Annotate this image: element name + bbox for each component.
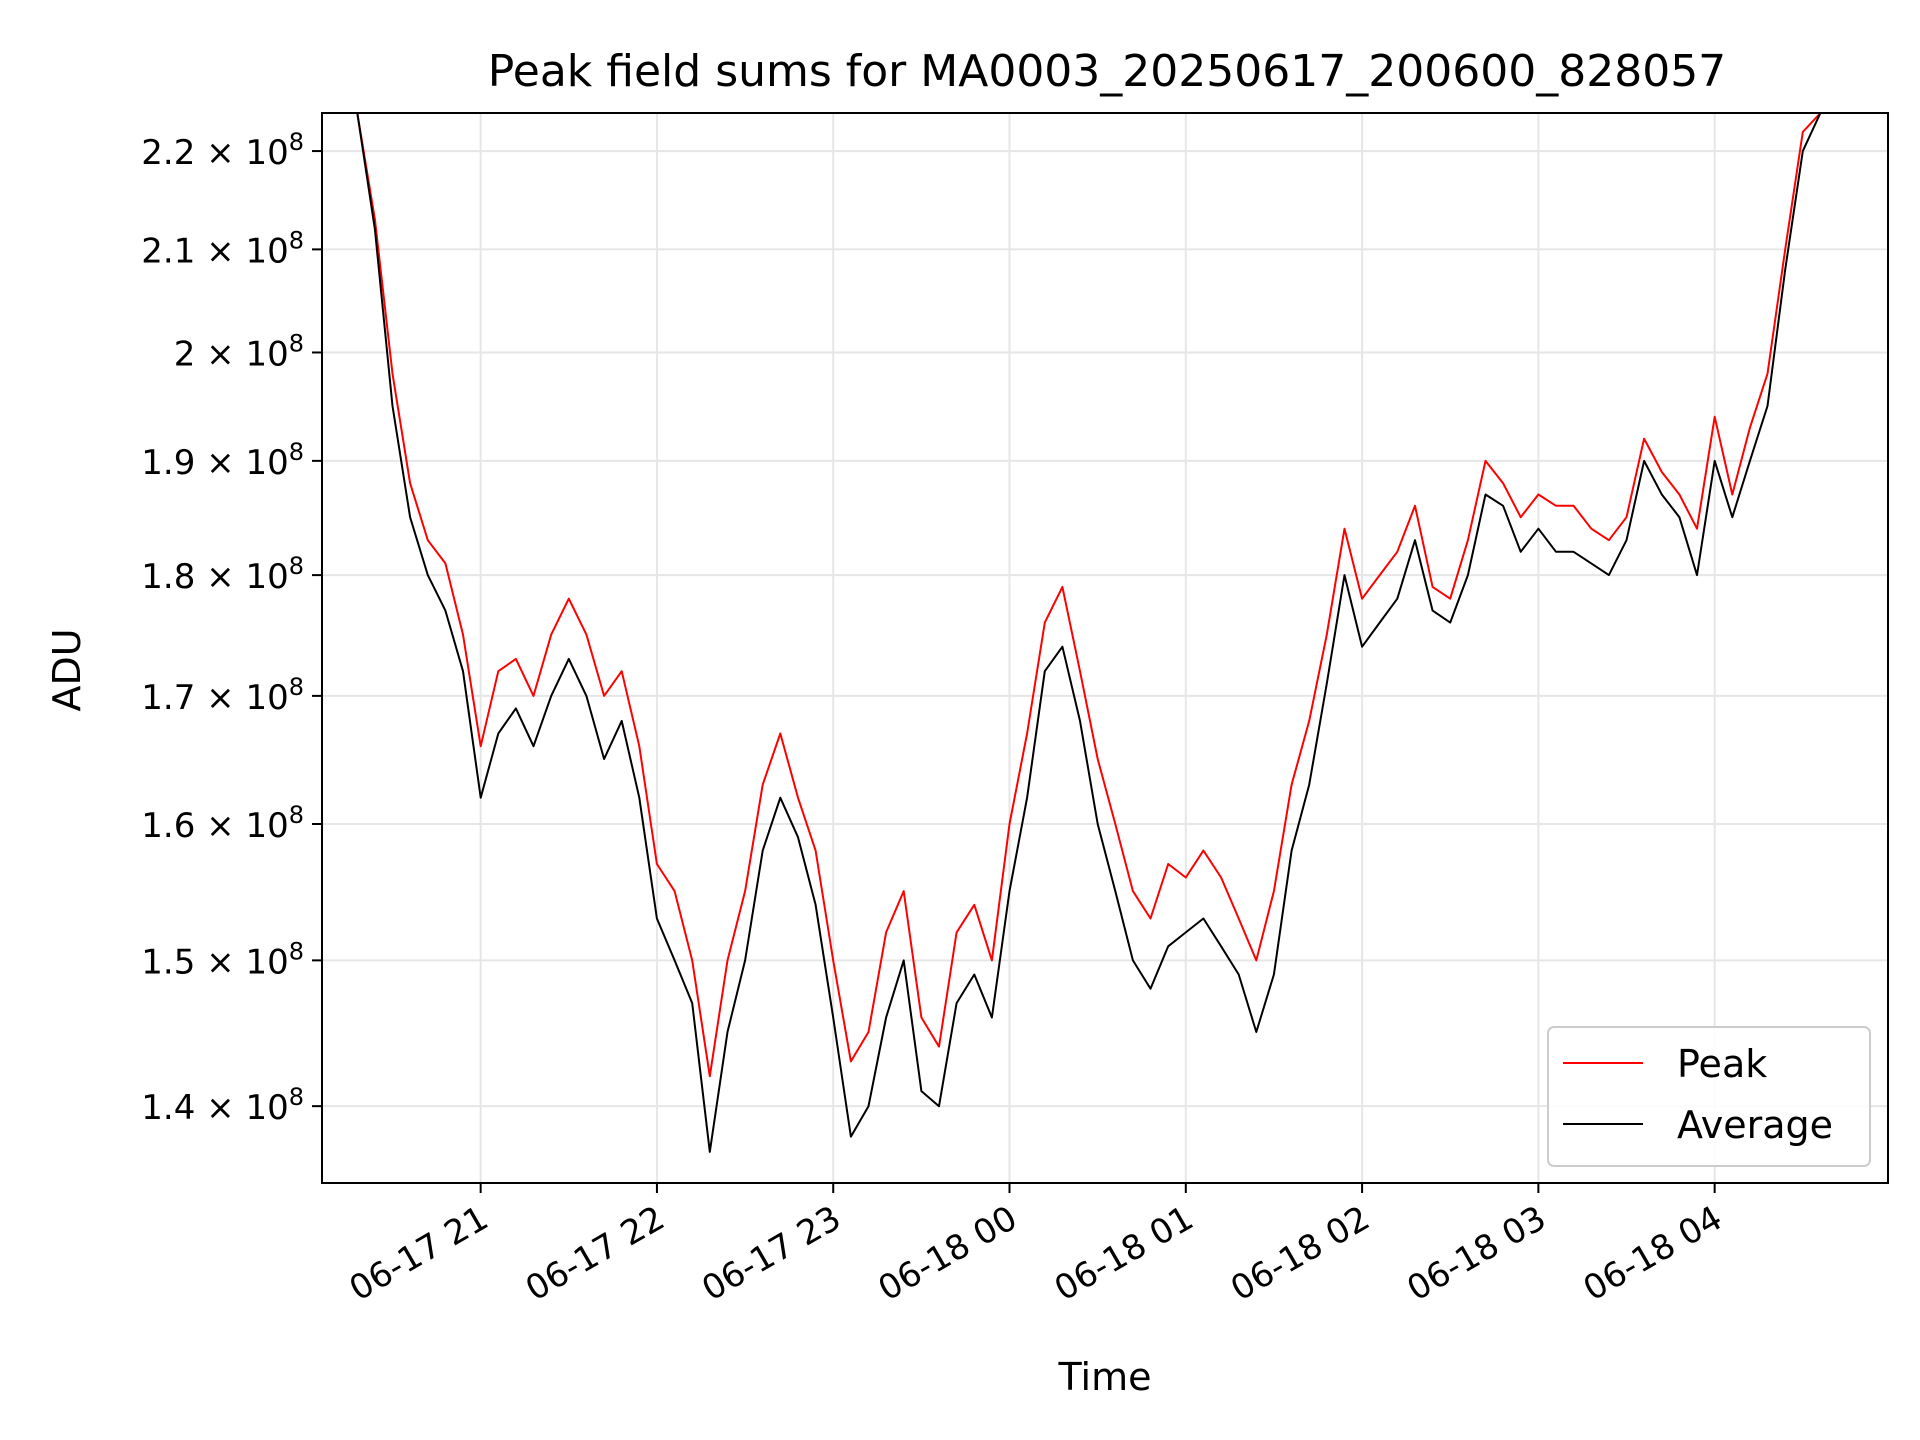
grid-lines [322, 113, 1888, 1183]
legend: Peak Average [1547, 1026, 1871, 1167]
series-line-peak [322, 112, 1888, 1078]
legend-label-peak: Peak [1677, 1042, 1767, 1086]
y-axis-label: ADU [45, 628, 89, 711]
y-tick-label: 2 × 108 [174, 329, 304, 374]
y-tick-label: 1.5 × 108 [141, 937, 304, 982]
y-tick-label: 1.6 × 108 [141, 801, 304, 846]
y-tick-label: 1.8 × 108 [141, 552, 304, 597]
x-axis-label: Time [1058, 1355, 1152, 1399]
legend-box [1547, 1026, 1871, 1167]
axes-frame [321, 112, 1889, 1184]
y-tick-label: 1.9 × 108 [141, 438, 304, 483]
series-line-average [322, 112, 1888, 1153]
chart-title: Peak field sums for MA0003_20250617_2006… [488, 46, 1726, 97]
legend-label-average: Average [1677, 1103, 1833, 1147]
y-tick-label: 2.2 × 108 [141, 128, 304, 173]
y-tick-label: 1.7 × 108 [141, 673, 304, 718]
series-layer [322, 112, 1888, 1153]
y-axis-ticks: 1.4 × 108 1.5 × 108 1.6 × 108 1.7 × 108 1.8 … [141, 128, 322, 1128]
y-tick-label: 1.4 × 108 [141, 1083, 304, 1128]
y-tick-label: 2.1 × 108 [141, 226, 304, 271]
